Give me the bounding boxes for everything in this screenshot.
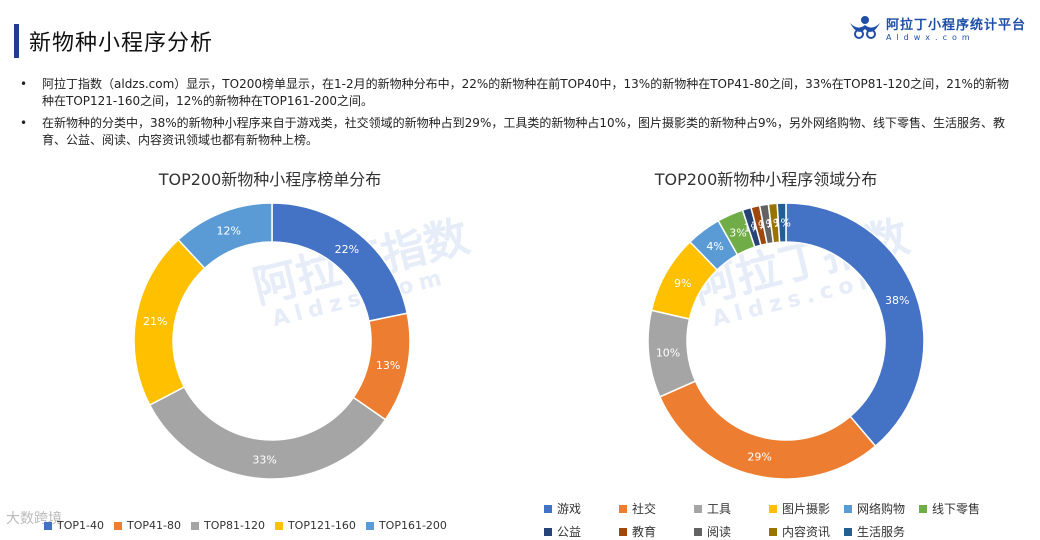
legend-domain: 游戏 社交 工具 图片摄影 网络购物 线下零售公益 教育 阅读 内容资讯 生活服务 (544, 500, 1014, 540)
legend-label: 阅读 (707, 525, 732, 539)
page-title: 新物种小程序分析 (29, 31, 214, 56)
slice-label-1-0: 38% (885, 294, 909, 307)
legend-item-1-7: 教育 (619, 523, 694, 540)
legend-swatch (769, 527, 777, 536)
aladdin-logo-icon (849, 16, 880, 39)
legend-ranking: TOP1-40 TOP41-80 TOP81-120 TOP121-160 TOP161… (44, 519, 457, 532)
title-accent-bar (14, 24, 19, 58)
legend-label: TOP1-40 (57, 519, 104, 532)
legend-label: 线下零售 (932, 502, 981, 516)
legend-label: TOP81-120 (203, 519, 265, 532)
bullet-item: • 在新物种的分类中，38%的新物种小程序来自于游戏类，社交领域的新物种占到29… (20, 115, 1020, 149)
legend-swatch (113, 521, 122, 530)
legend-label: 游戏 (557, 502, 582, 516)
legend-label: TOP121-160 (287, 519, 356, 532)
legend-label: 社交 (632, 502, 657, 516)
summary-bullets: • 阿拉丁指数（aldzs.com）显示，TO200榜单显示，在1-2月的新物种… (20, 76, 1020, 154)
title-bar: 新物种小程序分析 (14, 24, 213, 58)
slice-0-4 (177, 202, 273, 270)
legend-swatch (844, 504, 852, 513)
slice-label-1-4: 4% (706, 240, 723, 253)
legend-item-1-10: 生活服务 (844, 523, 919, 540)
legend-swatch (274, 521, 283, 530)
chart-title-domain: TOP200新物种小程序领域分布 (654, 170, 878, 189)
legend-label: 内容资讯 (782, 525, 831, 539)
slice-label-1-1: 29% (747, 451, 771, 464)
slice-label-1-3: 9% (674, 277, 691, 290)
legend-item-1-1: 社交 (619, 500, 694, 517)
legend-label: TOP41-80 (126, 519, 181, 532)
slice-label-0-1: 13% (376, 359, 400, 372)
slice-label-0-4: 12% (217, 225, 241, 238)
slice-label-1-5: 3% (729, 227, 746, 240)
legend-swatch (544, 504, 552, 513)
aladdin-logo: 阿拉丁小程序统计平台 Aldwx.com (848, 14, 1026, 42)
bullet-text: 在新物种的分类中，38%的新物种小程序来自于游戏类，社交领域的新物种占到29%，… (42, 116, 1006, 147)
slice-label-0-0: 22% (335, 243, 359, 256)
legend-item-0-4: TOP161-200 (365, 519, 447, 532)
legend-item-1-9: 内容资讯 (769, 523, 844, 540)
legend-swatch (619, 504, 627, 513)
legend-swatch (694, 527, 702, 536)
legend-label: 工具 (707, 502, 732, 516)
slice-label-1-10: 1% (773, 217, 790, 230)
legend-item-1-2: 工具 (694, 500, 769, 517)
bullet-dot: • (20, 77, 28, 91)
legend-label: 公益 (557, 525, 582, 539)
legend-swatch (365, 521, 374, 530)
slice-label-0-3: 21% (143, 315, 167, 328)
chart-title-ranking: TOP200新物种小程序榜单分布 (158, 170, 382, 189)
legend-item-0-1: TOP41-80 (113, 519, 181, 532)
legend-swatch (919, 504, 927, 513)
legend-swatch (544, 527, 552, 536)
bullet-text: 阿拉丁指数（aldzs.com）显示，TO200榜单显示，在1-2月的新物种分布… (42, 77, 1009, 108)
legend-item-1-5: 线下零售 (919, 500, 994, 517)
legend-swatch (190, 521, 199, 530)
slice-0-0 (271, 202, 409, 323)
legend-label: 生活服务 (857, 525, 906, 539)
legend-swatch (619, 527, 627, 536)
slice-1-10 (776, 202, 787, 243)
legend-item-0-3: TOP121-160 (274, 519, 356, 532)
legend-item-0-2: TOP81-120 (190, 519, 265, 532)
legend-item-1-0: 游戏 (544, 500, 619, 517)
legend-label: 图片摄影 (782, 502, 831, 516)
bullet-dot: • (20, 116, 28, 130)
legend-item-1-6: 公益 (544, 523, 619, 540)
slice-1-0 (785, 202, 925, 448)
logo-text: 阿拉丁小程序统计平台 (885, 18, 1026, 33)
legend-item-1-8: 阅读 (694, 523, 769, 540)
legend-label: 教育 (632, 525, 657, 539)
slice-label-1-2: 10% (656, 346, 680, 359)
legend-swatch (844, 527, 852, 536)
bullet-item: • 阿拉丁指数（aldzs.com）显示，TO200榜单显示，在1-2月的新物种… (20, 76, 1020, 110)
legend-swatch (44, 521, 52, 530)
slice-label-0-2: 33% (252, 453, 276, 466)
legend-swatch (769, 504, 777, 513)
legend-swatch (694, 504, 702, 513)
slice-1-1 (658, 380, 877, 480)
logo-subtext: Aldwx.com (885, 33, 975, 42)
legend-item-1-3: 图片摄影 (769, 500, 844, 517)
legend-label: TOP161-200 (378, 519, 447, 532)
legend-item-0-0: TOP1-40 (44, 519, 104, 532)
legend-label: 网络购物 (857, 502, 906, 516)
legend-item-1-4: 网络购物 (844, 500, 919, 517)
